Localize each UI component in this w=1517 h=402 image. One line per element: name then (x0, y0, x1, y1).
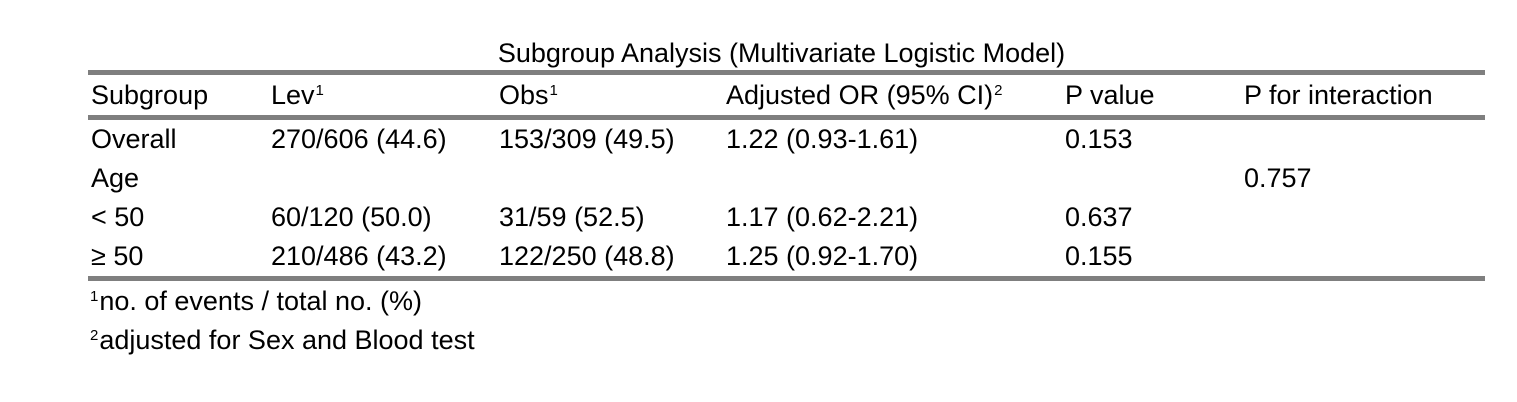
cell-lev: 270/606 (44.6) (271, 124, 447, 154)
header-p-interaction: P for interaction (1244, 80, 1433, 110)
cell-obs: 122/250 (48.8) (499, 241, 675, 271)
footnote-mark: 1 (90, 288, 99, 305)
cell-subgroup: Age (91, 163, 140, 193)
table-row: Age 0.757 (88, 159, 1485, 198)
table-body: Overall 270/606 (44.6) 153/309 (49.5) 1.… (88, 120, 1485, 276)
footnote-mark: 1 (549, 82, 558, 99)
footnotes: 1no. of events / total no. (%) 2adjusted… (90, 282, 475, 360)
cell-obs: 153/309 (49.5) (499, 124, 675, 154)
footnote-mark: 2 (90, 327, 99, 344)
table-title: Subgroup Analysis (Multivariate Logistic… (497, 38, 1066, 68)
bottom-rule (88, 276, 1485, 281)
table-row: Overall 270/606 (44.6) 153/309 (49.5) 1.… (88, 120, 1485, 159)
cell-lev: 60/120 (50.0) (271, 202, 432, 232)
cell-obs: 31/59 (52.5) (499, 202, 645, 232)
cell-p-value: 0.153 (1065, 124, 1133, 154)
top-rule (88, 70, 1485, 75)
cell-adjusted-or: 1.22 (0.93-1.61) (726, 124, 919, 154)
table-row: < 50 60/120 (50.0) 31/59 (52.5) 1.17 (0.… (88, 198, 1485, 237)
footnote-text: adjusted for Sex and Blood test (99, 325, 475, 355)
header-lev: Lev1 (271, 80, 324, 110)
cell-subgroup: < 50 (91, 202, 145, 232)
cell-p-value: 0.155 (1065, 241, 1133, 271)
cell-subgroup: ≥ 50 (91, 241, 144, 271)
footnote-text: no. of events / total no. (%) (99, 286, 423, 316)
header-subgroup: Subgroup (91, 80, 209, 110)
header-adjusted-or: Adjusted OR (95% CI)2 (726, 80, 1003, 110)
subgroup-analysis-table: Subgroup Analysis (Multivariate Logistic… (88, 36, 1485, 281)
cell-p-interaction: 0.757 (1244, 163, 1312, 193)
footnote-1: 1no. of events / total no. (%) (90, 282, 475, 321)
table-row: ≥ 50 210/486 (43.2) 122/250 (48.8) 1.25 … (88, 237, 1485, 276)
cell-adjusted-or: 1.25 (0.92-1.70) (726, 241, 919, 271)
cell-p-value: 0.637 (1065, 202, 1133, 232)
footnote-2: 2adjusted for Sex and Blood test (90, 321, 475, 360)
cell-adjusted-or: 1.17 (0.62-2.21) (726, 202, 919, 232)
footnote-mark: 1 (315, 82, 324, 99)
header-row: Subgroup Lev1 Obs1 Adjusted OR (95% CI)2… (88, 75, 1485, 115)
footnote-mark: 2 (994, 82, 1003, 99)
header-p-value: P value (1065, 80, 1155, 110)
cell-subgroup: Overall (91, 124, 177, 154)
header-rule (88, 115, 1485, 120)
header-obs: Obs1 (499, 80, 558, 110)
cell-lev: 210/486 (43.2) (271, 241, 447, 271)
